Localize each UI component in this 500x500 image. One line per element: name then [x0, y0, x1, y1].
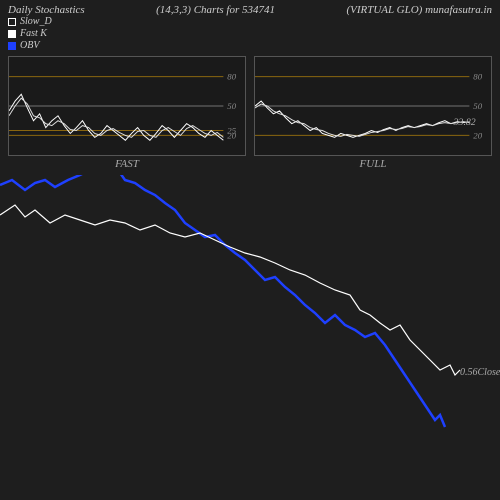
legend: Slow_D Fast K OBV: [0, 16, 500, 56]
svg-text:80: 80: [473, 72, 482, 82]
legend-label: Fast K: [20, 28, 47, 40]
svg-text:50: 50: [227, 101, 236, 111]
legend-swatch: [8, 30, 16, 38]
mini-panels: 20 25 50 80 FAST 20 50 80 33.82 FULL: [0, 56, 500, 170]
panel-full-wrap: 20 50 80 33.82 FULL: [254, 56, 492, 170]
svg-text:0.56Close: 0.56Close: [460, 367, 500, 378]
svg-text:50: 50: [473, 101, 482, 111]
title: Daily Stochastics: [8, 4, 85, 16]
svg-text:33.82: 33.82: [453, 117, 476, 128]
legend-swatch: [8, 42, 16, 50]
svg-text:25: 25: [227, 125, 236, 135]
chart-header: Daily Stochastics (14,3,3) Charts for 53…: [0, 0, 500, 16]
panel-full-label: FULL: [254, 158, 492, 170]
legend-label: Slow_D: [20, 16, 52, 28]
legend-item-slow-d: Slow_D: [8, 16, 492, 28]
svg-text:80: 80: [227, 72, 236, 82]
panel-fast: 20255080: [8, 56, 246, 156]
legend-item-fast-k: Fast K: [8, 28, 492, 40]
params: (14,3,3) Charts for 534741: [156, 4, 275, 16]
legend-swatch: [8, 18, 16, 26]
main-chart: 0.56Close: [0, 175, 500, 500]
panel-fast-label: FAST: [8, 158, 246, 170]
svg-text:20: 20: [473, 130, 482, 140]
legend-item-obv: OBV: [8, 40, 492, 52]
source: (VIRTUAL GLO) munafasutra.in: [346, 4, 492, 16]
panel-full: 20 50 80 33.82: [254, 56, 492, 156]
panel-fast-wrap: 20255080 FAST: [8, 56, 246, 170]
legend-label: OBV: [20, 40, 39, 52]
